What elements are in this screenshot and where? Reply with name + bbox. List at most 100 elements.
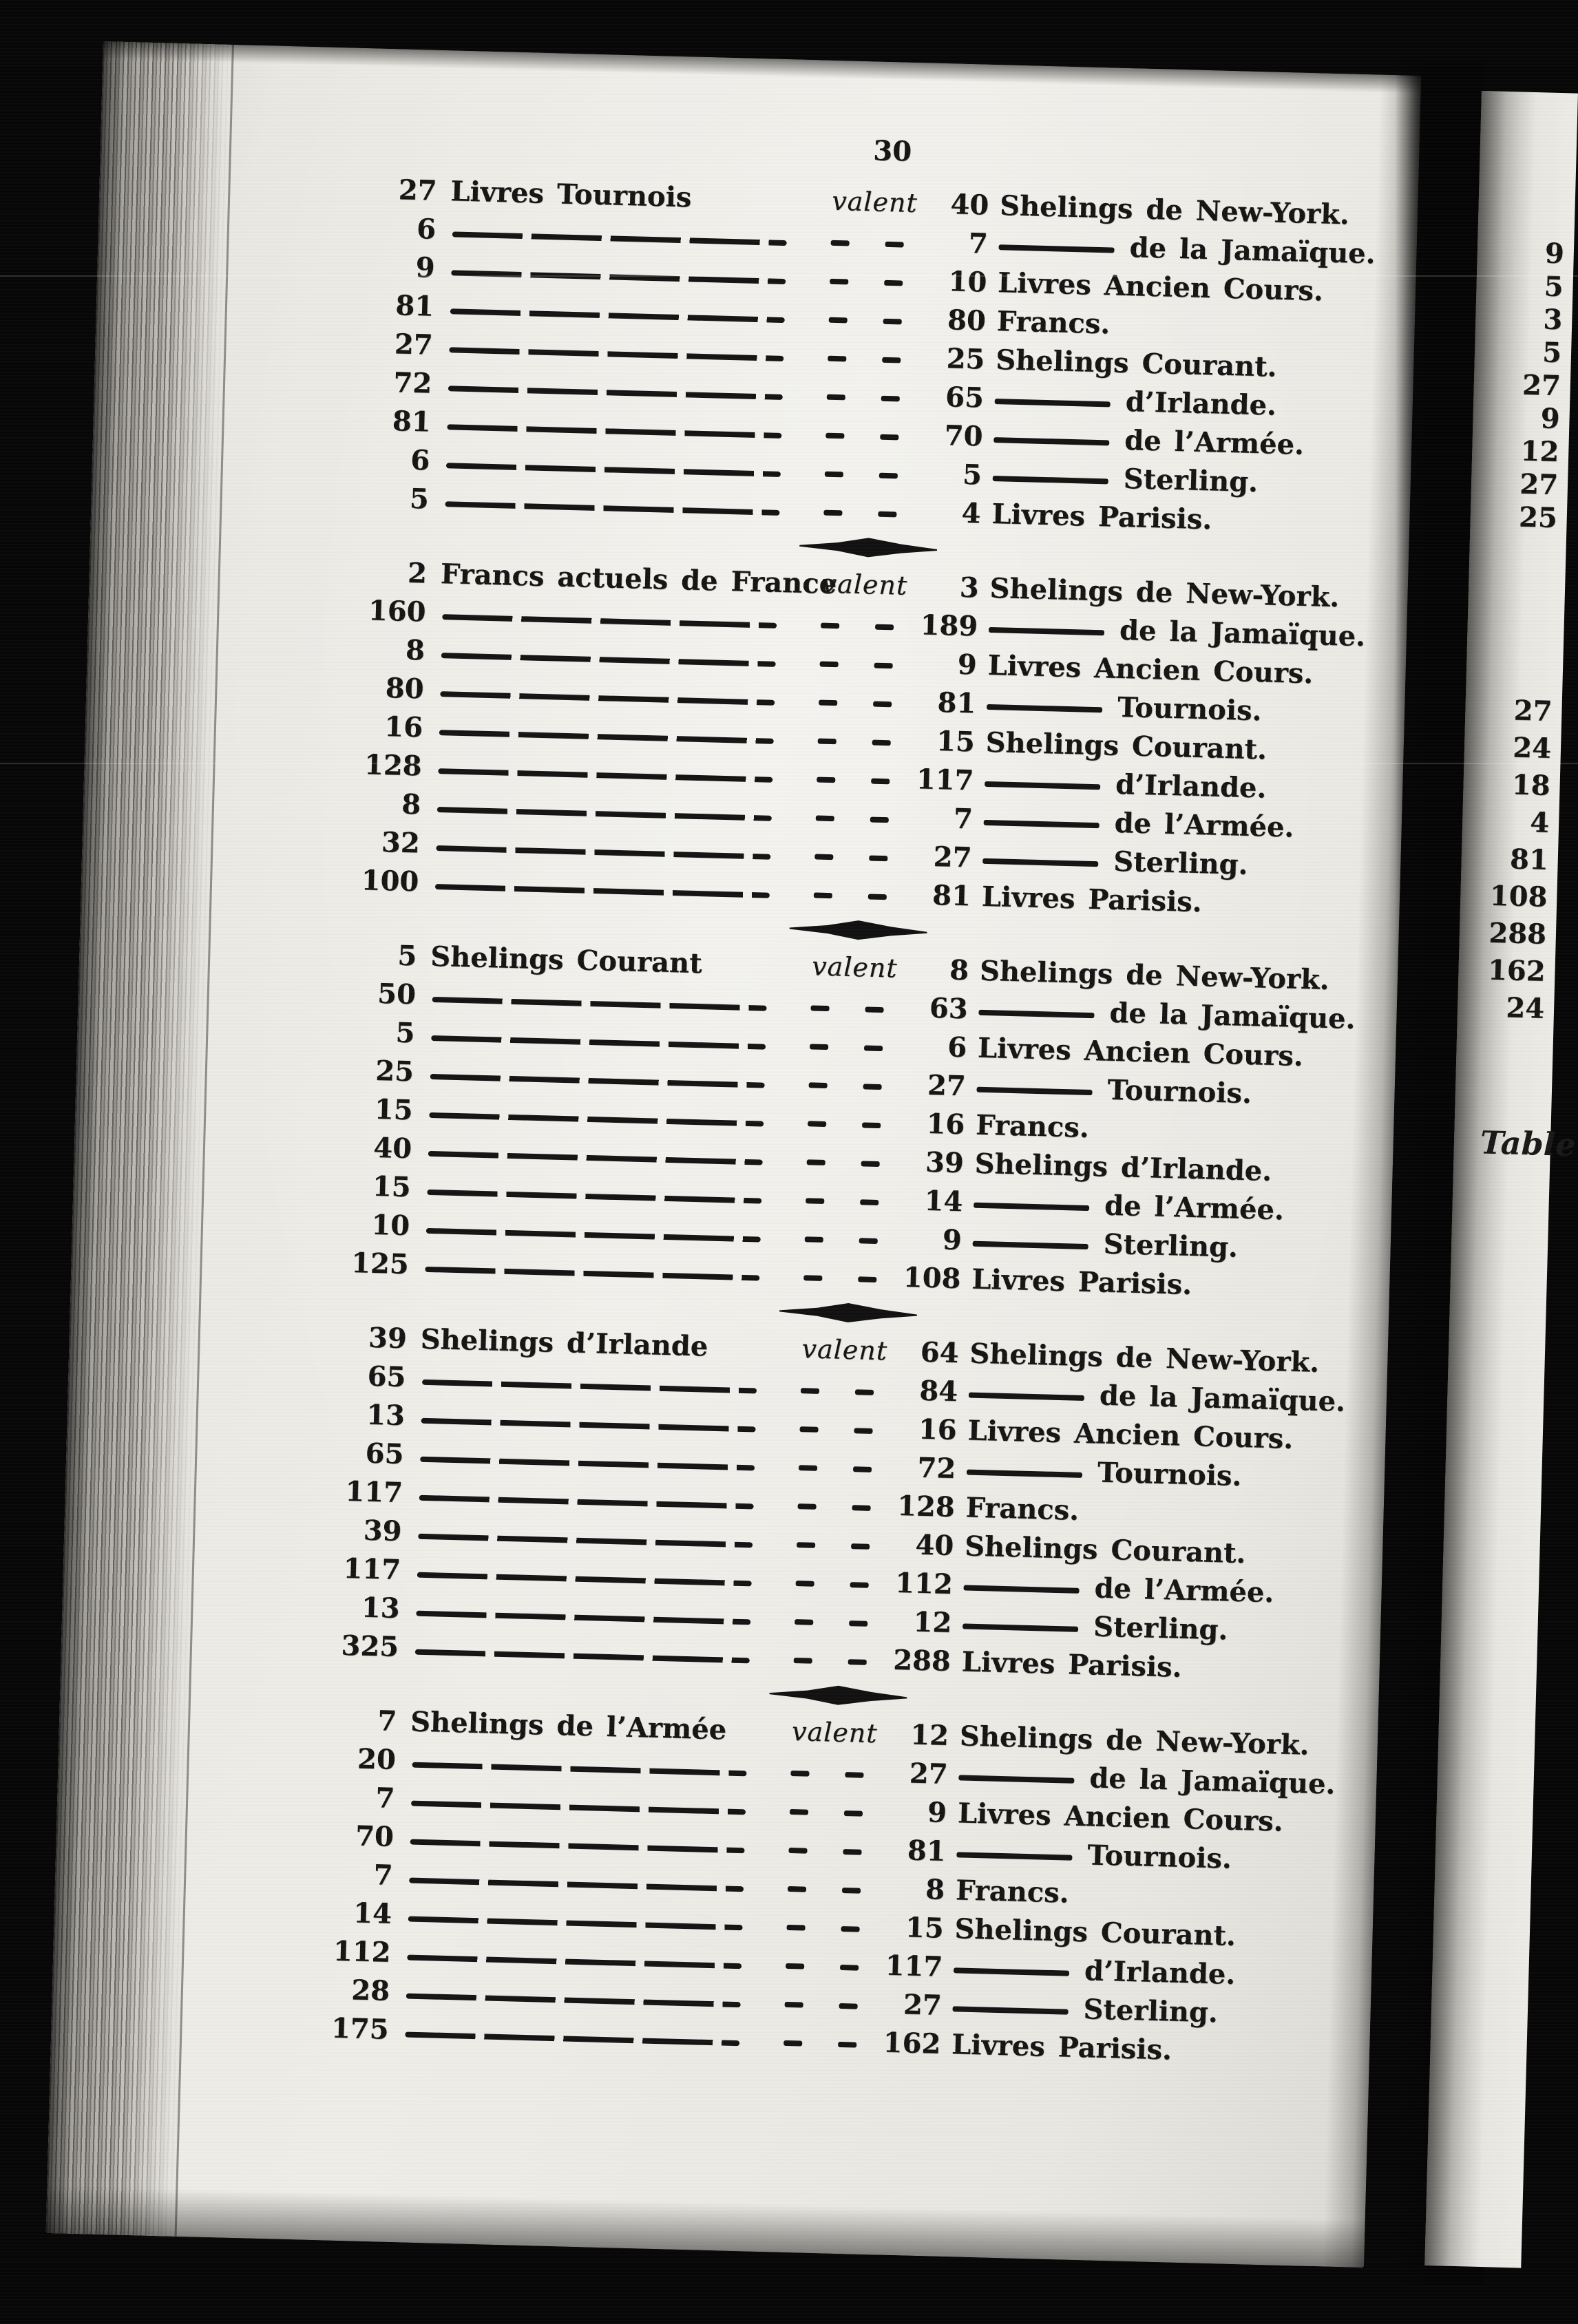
hyphen-dash [845, 1772, 864, 1778]
unit-label-text: Sterling. [1103, 1227, 1239, 1264]
ditto-dash [983, 819, 1100, 829]
repeat-hyphens [801, 998, 904, 1013]
right-page-partial-title: Table [1480, 1123, 1577, 1164]
divider-ornament-icon [779, 1302, 917, 1322]
hyphen-dash [859, 1238, 878, 1245]
ditto-dash [953, 1967, 1070, 1976]
ditto-dash-run [407, 1954, 742, 1969]
left-quantity: 13 [366, 1398, 406, 1432]
hyphen-dash [885, 241, 904, 248]
right-quantity: 189 [920, 608, 978, 643]
unit-label-text: Francs. [955, 1873, 1070, 1910]
ditto-dash-run [418, 1533, 753, 1548]
unit-label-text: de l’Armée. [1114, 806, 1295, 844]
hyphen-dash [828, 355, 847, 362]
ditto-dash-run [410, 1839, 745, 1854]
right-page-number: 5 [1544, 270, 1564, 304]
left-unit-label: Shelings d’Irlande [420, 1322, 708, 1363]
right-quantity: 12 [913, 1605, 952, 1639]
right-page-number: 24 [1512, 731, 1552, 765]
right-quantity: 112 [894, 1566, 954, 1601]
left-unit-label: Livres Tournois [450, 174, 693, 213]
repeat-hyphens [798, 1114, 901, 1129]
hyphen-dash [819, 661, 839, 668]
left-quantity: 175 [330, 2011, 390, 2046]
right-quantity: 25 [946, 341, 985, 376]
right-quantity: 64 [920, 1335, 960, 1369]
unit-label-text: Livres Parisis. [951, 2027, 1172, 2067]
hyphen-dash [797, 1542, 816, 1548]
unit-label-text: Livres Ancien Cours. [967, 1414, 1294, 1455]
ditto-dash-run [450, 308, 785, 324]
left-quantity: 325 [341, 1629, 399, 1663]
right-quantity: 14 [924, 1184, 963, 1218]
right-quantity: 117 [885, 1949, 943, 1983]
right-quantity: 288 [892, 1643, 951, 1678]
repeat-hyphens [810, 654, 914, 669]
ditto-dash-run [441, 653, 776, 667]
ditto-dash-run [411, 1800, 746, 1815]
hyphen-dash [870, 816, 889, 823]
repeat-hyphens [797, 1152, 901, 1168]
right-page-number: 162 [1487, 953, 1546, 988]
repeat-hyphens [808, 731, 912, 746]
right-quantity: 27 [903, 1987, 943, 2022]
right-page-number: 27 [1522, 368, 1561, 403]
right-quantity: 16 [918, 1413, 958, 1446]
repeat-hyphens [818, 348, 921, 363]
repeat-hyphens [804, 885, 907, 900]
repeat-hyphens [820, 271, 923, 286]
repeat-hyphens [814, 503, 917, 518]
left-unit-label: Francs actuels de France [440, 557, 837, 600]
right-quantity: 80 [947, 303, 987, 337]
divider-ornament-icon [789, 920, 927, 940]
unit-label-text: de l’Armée. [1104, 1189, 1285, 1226]
unit-label-text: Francs. [975, 1108, 1090, 1144]
repeat-hyphens [784, 1651, 887, 1666]
ditto-dash [992, 476, 1108, 485]
ditto-dash-run [417, 1572, 752, 1587]
conversion-table: 27 Livres Tournois valent 40 Shelings de… [278, 169, 1408, 2074]
section-divider-ornament [307, 898, 1389, 962]
ditto-dash [956, 1852, 1073, 1861]
left-quantity: 5 [395, 1016, 416, 1049]
repeat-hyphens [819, 310, 923, 325]
repeat-hyphens [811, 615, 914, 631]
left-quantity: 5 [409, 482, 430, 516]
left-quantity: 50 [377, 977, 417, 1011]
unit-label-text: de la Jamaïque. [1119, 613, 1366, 653]
unit-label-text: Francs. [996, 304, 1111, 340]
right-page-number: 4 [1529, 806, 1550, 839]
repeat-hyphens [815, 464, 918, 479]
unit-label-text: Shelings d’Irlande. [974, 1147, 1272, 1187]
unit-label-text: Sterling. [1123, 462, 1259, 498]
ditto-dash-run [451, 270, 786, 285]
conversion-section: 27 Livres Tournois valent 40 Shelings de… [317, 169, 1408, 580]
ditto-dash [994, 399, 1111, 408]
ditto-dash-run [428, 1150, 763, 1165]
hyphen-dash [817, 777, 836, 783]
hyphen-dash [873, 701, 892, 708]
ditto-dash-run [409, 1877, 744, 1892]
left-quantity: 27 [398, 173, 438, 207]
conversion-section: 7 Shelings de l’Armée valent 12 Shelings… [278, 1699, 1368, 2074]
unit-label-text: Livres Parisis. [971, 1263, 1192, 1301]
hyphen-dash [799, 1426, 819, 1433]
hyphen-dash [838, 2041, 857, 2048]
hyphen-dash [821, 622, 840, 629]
hyphen-dash [790, 1771, 810, 1777]
repeat-hyphens [809, 693, 912, 708]
right-page-numbers-top: 9 5 3 5 27 9 12 27 25 [1470, 235, 1565, 535]
left-quantity: 128 [364, 748, 423, 782]
repeat-hyphens [817, 387, 920, 402]
left-quantity: 8 [401, 788, 421, 821]
unit-label-text: Shelings Courant. [995, 343, 1278, 383]
right-page-numbers-bottom: 27 24 18 4 81 108 288 162 24 [1457, 691, 1553, 1028]
ditto-dash-run [414, 1649, 750, 1664]
ditto-dash [978, 1009, 1095, 1019]
hyphen-dash [839, 2003, 858, 2009]
hyphen-dash [843, 1849, 862, 1855]
hyphen-dash [830, 240, 850, 246]
left-quantity: 7 [375, 1781, 395, 1815]
